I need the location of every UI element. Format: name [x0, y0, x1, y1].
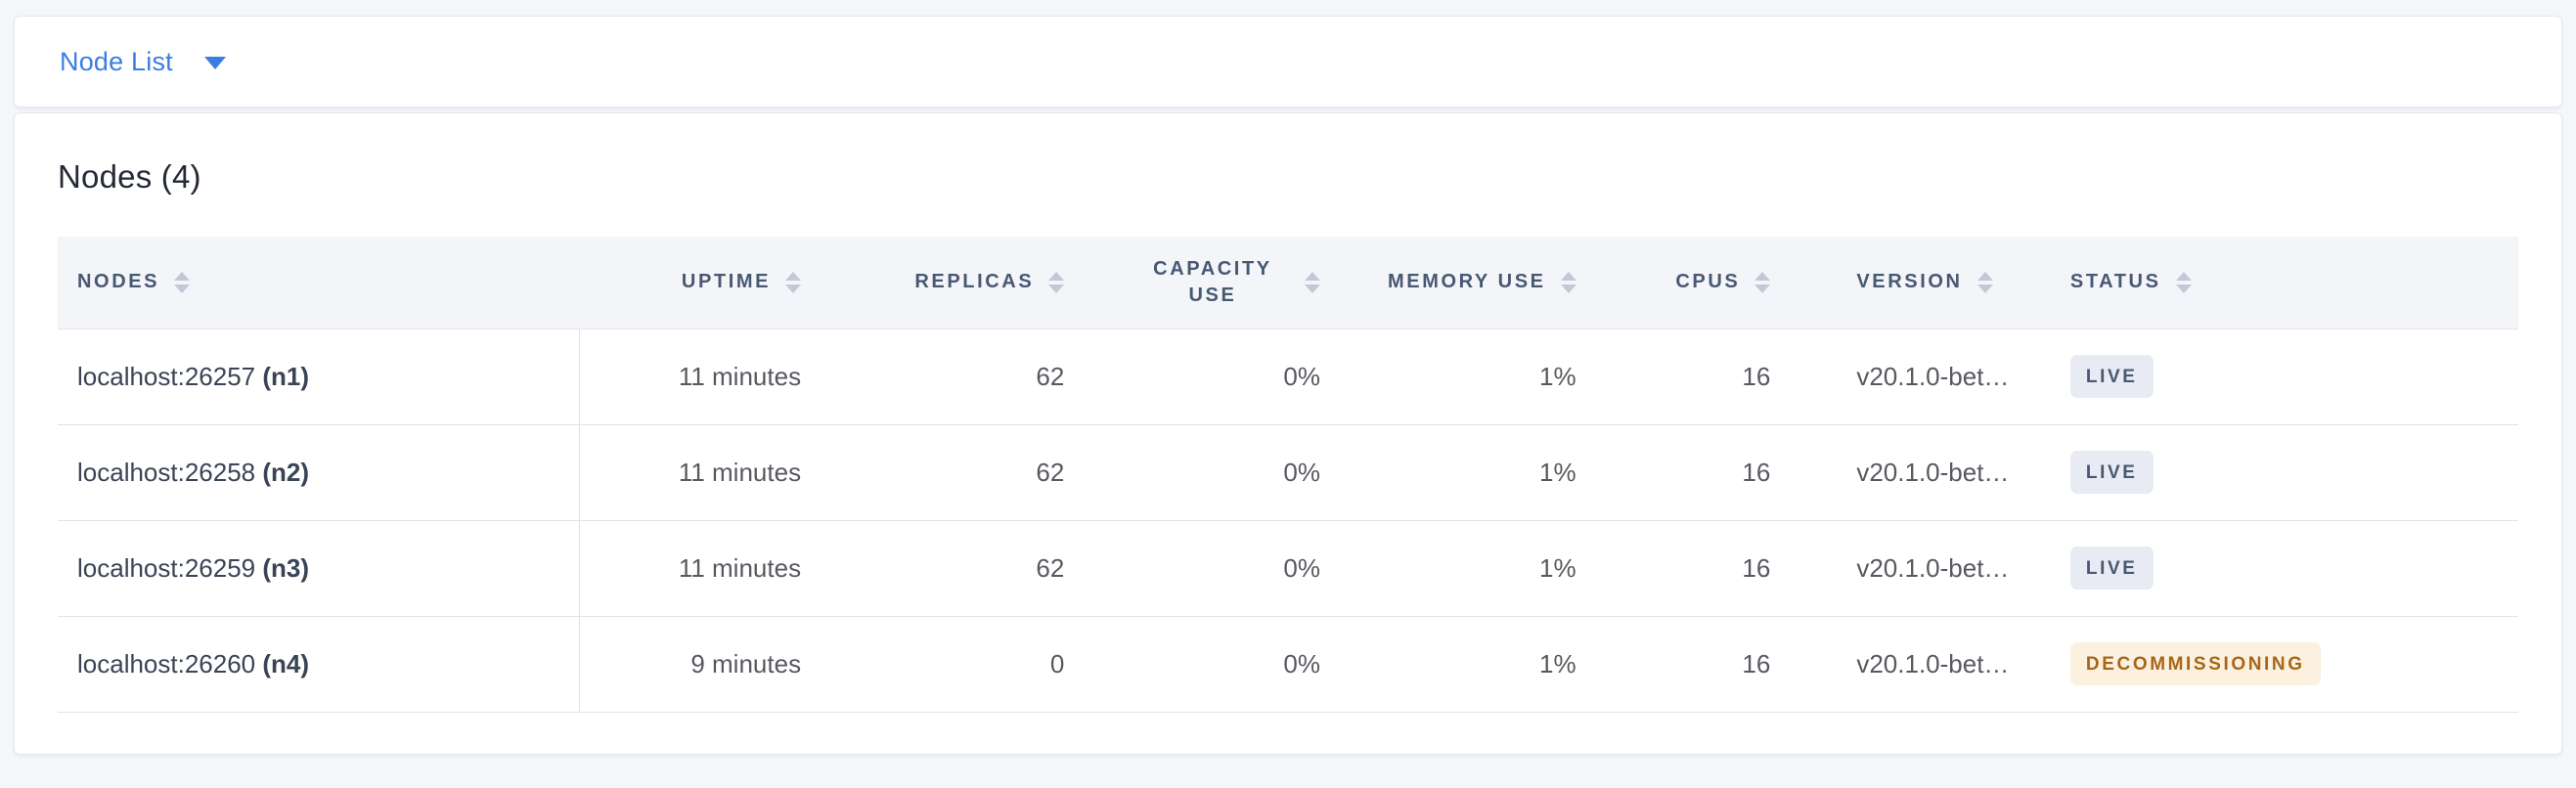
- node-replicas: 0: [840, 616, 1104, 713]
- status-badge: DECOMMISSIONING: [2069, 642, 2321, 685]
- node-cpus: 16: [1615, 520, 1810, 617]
- node-id: (n1): [262, 361, 310, 391]
- node-address[interactable]: localhost:26258 (n2): [58, 424, 580, 521]
- node-status: LIVE: [2050, 520, 2518, 617]
- node-id: (n2): [262, 457, 310, 487]
- view-dropdown-label: Node List: [60, 46, 173, 76]
- node-address[interactable]: localhost:26257 (n1): [58, 328, 580, 425]
- status-badge: LIVE: [2069, 451, 2154, 494]
- table-header-row: NODES UPTIME REPLICAS CAPACITY USE MEMOR…: [58, 237, 2518, 329]
- node-uptime: 11 minutes: [578, 424, 841, 521]
- node-version: v20.1.0-bet…: [1809, 520, 2051, 617]
- node-replicas: 62: [840, 328, 1104, 425]
- node-address[interactable]: localhost:26259 (n3): [58, 520, 580, 617]
- column-header-version[interactable]: VERSION: [1809, 237, 2051, 329]
- column-header-replicas[interactable]: REPLICAS: [840, 237, 1104, 329]
- node-id: (n3): [262, 552, 310, 583]
- nodes-panel: Nodes (4) NODES UPTIME REPLICAS: [14, 112, 2562, 755]
- node-uptime: 11 minutes: [578, 328, 841, 425]
- sort-icon[interactable]: [1754, 271, 1771, 293]
- node-cpus: 16: [1615, 328, 1810, 425]
- node-status: LIVE: [2050, 328, 2518, 425]
- node-cpus: 16: [1615, 424, 1810, 521]
- column-header-memory-use[interactable]: MEMORY USE: [1358, 237, 1616, 329]
- column-header-nodes[interactable]: NODES: [58, 237, 580, 329]
- caret-down-icon: [203, 57, 226, 69]
- node-capacity-use: 0%: [1103, 328, 1359, 425]
- node-replicas: 62: [840, 424, 1104, 521]
- page-title: Nodes (4): [58, 158, 201, 195]
- node-uptime: 11 minutes: [578, 520, 841, 617]
- table-row[interactable]: localhost:26259 (n3) 11 minutes 62 0% 1%…: [58, 520, 2518, 617]
- node-memory-use: 1%: [1358, 328, 1616, 425]
- node-memory-use: 1%: [1358, 616, 1616, 713]
- page: Node List Nodes (4) NODES UPTIME: [0, 16, 2576, 755]
- node-replicas: 62: [840, 520, 1104, 617]
- node-version: v20.1.0-bet…: [1809, 616, 2051, 713]
- sort-icon[interactable]: [785, 271, 802, 293]
- node-version: v20.1.0-bet…: [1809, 424, 2051, 521]
- nodes-table: NODES UPTIME REPLICAS CAPACITY USE MEMOR…: [58, 237, 2518, 713]
- view-selector-card: Node List: [14, 16, 2562, 108]
- node-capacity-use: 0%: [1103, 520, 1359, 617]
- sort-icon[interactable]: [1560, 271, 1577, 293]
- sort-icon[interactable]: [174, 271, 191, 293]
- table-row[interactable]: localhost:26260 (n4) 9 minutes 0 0% 1% 1…: [58, 616, 2518, 713]
- column-header-status[interactable]: STATUS: [2050, 237, 2518, 329]
- view-dropdown[interactable]: Node List: [60, 47, 226, 77]
- status-badge: LIVE: [2069, 547, 2154, 590]
- column-header-cpus[interactable]: CPUS: [1615, 237, 1810, 329]
- table-row[interactable]: localhost:26257 (n1) 11 minutes 62 0% 1%…: [58, 328, 2518, 425]
- sort-icon[interactable]: [2175, 271, 2192, 293]
- sort-icon[interactable]: [1976, 271, 1993, 293]
- column-header-uptime[interactable]: UPTIME: [579, 237, 841, 329]
- node-capacity-use: 0%: [1103, 616, 1359, 713]
- column-header-capacity-use[interactable]: CAPACITY USE: [1103, 237, 1359, 329]
- sort-icon[interactable]: [1304, 271, 1320, 293]
- node-status: DECOMMISSIONING: [2050, 616, 2518, 713]
- node-id: (n4): [262, 648, 310, 679]
- table-row[interactable]: localhost:26258 (n2) 11 minutes 62 0% 1%…: [58, 424, 2518, 521]
- node-cpus: 16: [1615, 616, 1810, 713]
- sort-icon[interactable]: [1048, 271, 1065, 293]
- status-badge: LIVE: [2069, 355, 2154, 398]
- node-memory-use: 1%: [1358, 424, 1616, 521]
- node-uptime: 9 minutes: [578, 616, 841, 713]
- node-status: LIVE: [2050, 424, 2518, 521]
- node-memory-use: 1%: [1358, 520, 1616, 617]
- node-capacity-use: 0%: [1103, 424, 1359, 521]
- node-version: v20.1.0-bet…: [1809, 328, 2051, 425]
- node-address[interactable]: localhost:26260 (n4): [58, 616, 580, 713]
